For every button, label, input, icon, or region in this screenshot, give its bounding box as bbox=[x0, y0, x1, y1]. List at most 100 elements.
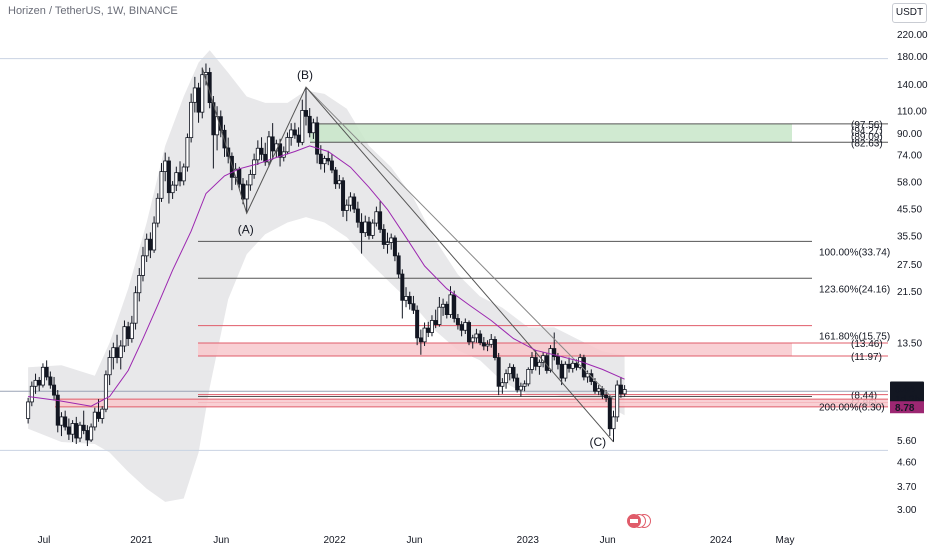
candle-body bbox=[378, 211, 383, 230]
candle-body bbox=[526, 369, 531, 385]
candle-body bbox=[252, 159, 257, 175]
candle bbox=[192, 76, 197, 113]
candle-body bbox=[392, 237, 397, 257]
candle-body bbox=[530, 357, 535, 370]
candle bbox=[326, 150, 331, 166]
candle bbox=[70, 420, 75, 442]
candle bbox=[389, 233, 394, 250]
candle bbox=[289, 123, 294, 146]
candle-body bbox=[511, 366, 516, 379]
candle-body bbox=[611, 416, 616, 430]
candle bbox=[270, 123, 275, 160]
candle bbox=[533, 350, 538, 371]
candle bbox=[166, 156, 171, 204]
bollinger-band-layer bbox=[28, 50, 625, 502]
y-tick-label: 35.50 bbox=[897, 232, 922, 243]
candle bbox=[189, 93, 194, 143]
candle bbox=[363, 215, 368, 237]
candle bbox=[333, 166, 338, 189]
candle bbox=[200, 67, 205, 119]
candle bbox=[252, 153, 257, 179]
candle-body bbox=[496, 357, 501, 387]
candle-body bbox=[122, 326, 127, 347]
zone-box bbox=[310, 123, 792, 143]
candle bbox=[570, 360, 575, 373]
candle-body bbox=[559, 363, 564, 379]
candle bbox=[426, 321, 431, 338]
candle-body bbox=[33, 379, 38, 387]
candle bbox=[148, 232, 153, 259]
candle-body bbox=[429, 320, 434, 333]
candle bbox=[292, 122, 297, 139]
y-tick-label: 74.00 bbox=[897, 150, 922, 161]
currency-button[interactable]: USDT bbox=[892, 3, 927, 23]
axis-layer: 220.00 180.00 140.00 110.00 90.00 74.00 58.00 4… bbox=[38, 30, 928, 546]
candle bbox=[307, 108, 312, 138]
candle-body bbox=[600, 388, 605, 396]
candle bbox=[485, 340, 490, 352]
candle bbox=[437, 297, 442, 327]
candle-body bbox=[270, 136, 275, 152]
y-tick-label: 58.00 bbox=[897, 177, 922, 188]
candle-body bbox=[185, 137, 190, 168]
candle bbox=[118, 340, 123, 370]
candle bbox=[559, 360, 564, 386]
candle-body bbox=[407, 296, 412, 305]
candle bbox=[489, 333, 494, 348]
candle bbox=[196, 82, 201, 123]
candle bbox=[381, 224, 386, 249]
candle bbox=[515, 373, 520, 393]
candle-body bbox=[229, 155, 234, 178]
candle bbox=[144, 233, 149, 262]
candle-body bbox=[348, 196, 353, 206]
candle bbox=[55, 389, 60, 433]
candle-body bbox=[111, 347, 116, 358]
candle-body bbox=[329, 160, 334, 171]
candle bbox=[370, 219, 375, 239]
candle bbox=[341, 177, 346, 217]
candle bbox=[459, 321, 464, 337]
candle bbox=[300, 99, 305, 146]
x-tick-label: 2024 bbox=[710, 535, 733, 546]
candle bbox=[115, 334, 120, 364]
candle-body bbox=[485, 343, 490, 347]
candle-body bbox=[178, 172, 183, 182]
candle bbox=[455, 313, 460, 330]
candle-body bbox=[463, 322, 468, 331]
candle bbox=[374, 206, 379, 227]
zone-label: (11.97) bbox=[851, 352, 882, 363]
candle-body bbox=[44, 366, 49, 378]
trendline bbox=[305, 86, 614, 400]
candle-body bbox=[63, 416, 68, 428]
fib-label: 100.00%(33.74) bbox=[819, 247, 890, 258]
candle-body bbox=[411, 303, 416, 311]
candle bbox=[26, 397, 31, 424]
candle bbox=[615, 380, 620, 422]
candle bbox=[511, 364, 516, 382]
candle bbox=[74, 416, 79, 444]
candle-body bbox=[585, 373, 590, 378]
candle bbox=[81, 410, 86, 435]
candle-body bbox=[441, 303, 446, 308]
candle-body bbox=[85, 430, 90, 441]
candle-body bbox=[292, 129, 297, 136]
candle bbox=[474, 328, 479, 343]
candle-body bbox=[518, 385, 523, 391]
candle bbox=[404, 287, 409, 308]
candle bbox=[174, 166, 179, 191]
candle-body bbox=[118, 345, 123, 358]
candle-body bbox=[396, 255, 401, 275]
candle bbox=[478, 330, 483, 346]
candle-body bbox=[478, 333, 483, 344]
candle-body bbox=[385, 242, 390, 245]
candle-body bbox=[455, 318, 460, 325]
overlay-layer: (A) (B) (C) bbox=[28, 67, 651, 528]
candle bbox=[100, 406, 105, 424]
candle bbox=[103, 370, 108, 413]
candle bbox=[66, 418, 71, 440]
candle-body bbox=[474, 333, 479, 339]
candle bbox=[248, 169, 253, 191]
candle-body bbox=[415, 309, 420, 339]
candle-body bbox=[467, 322, 472, 343]
